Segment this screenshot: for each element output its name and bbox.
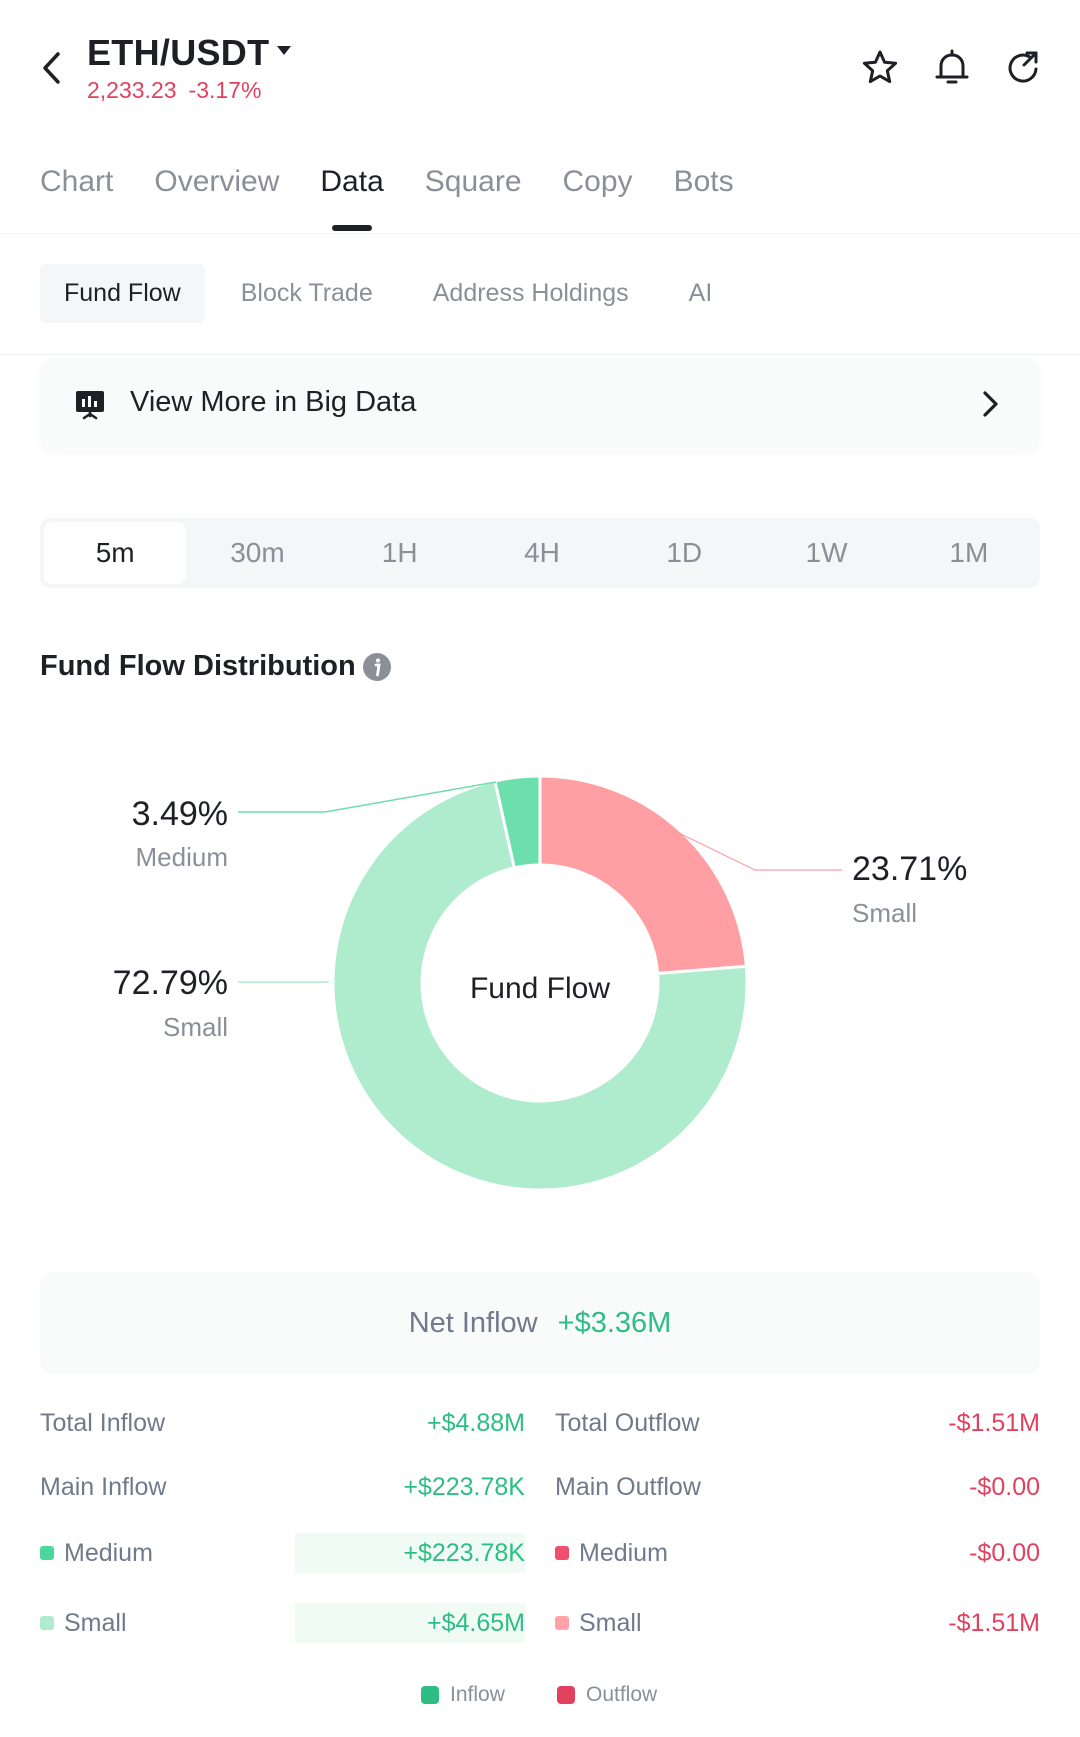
label-small-inflow-name: Small xyxy=(162,1012,228,1042)
net-inflow-value: +$3.36M xyxy=(557,1306,672,1339)
legend-outflow-label: Outflow xyxy=(586,1683,658,1706)
label-medium-inflow-name: Medium xyxy=(135,842,228,872)
range-5m[interactable]: 5m xyxy=(44,522,187,584)
label-small-outflow-pct: 23.71% xyxy=(852,850,968,888)
small-outflow-label: Small xyxy=(579,1609,642,1637)
medium-outflow-label: Medium xyxy=(579,1539,668,1567)
medium-inflow-label: Medium xyxy=(64,1539,153,1567)
tab-data[interactable]: Data xyxy=(320,165,384,231)
star-icon[interactable] xyxy=(860,48,900,88)
small-inflow-bar xyxy=(295,1603,525,1643)
pair-price: 2,233.23 -3.17% xyxy=(87,77,273,104)
label-small-inflow-pct: 72.79% xyxy=(112,964,228,1002)
presentation-chart-icon xyxy=(74,388,106,420)
medium-inflow-value: +$223.78K xyxy=(403,1539,525,1567)
bell-icon[interactable] xyxy=(932,48,972,88)
tab-chart[interactable]: Chart xyxy=(40,165,114,198)
back-icon[interactable] xyxy=(38,48,66,88)
range-1w[interactable]: 1W xyxy=(805,537,848,568)
last-price: 2,233.23 xyxy=(87,77,177,103)
big-data-banner[interactable]: View More in Big Data xyxy=(40,358,1040,450)
range-1h[interactable]: 1H xyxy=(381,537,418,568)
range-1d[interactable]: 1D xyxy=(666,537,703,568)
medium-outflow-value: -$0.00 xyxy=(969,1539,1040,1567)
leader-line-medium-inflow xyxy=(238,781,497,813)
main-outflow-label: Main Outflow xyxy=(555,1473,701,1501)
total-inflow-label: Total Inflow xyxy=(40,1409,166,1437)
subtab-ai[interactable]: AI xyxy=(688,279,713,307)
main-inflow-label: Main Inflow xyxy=(40,1473,167,1501)
chevron-right-icon xyxy=(978,388,1002,420)
sub-tabs: Fund Flow Block Trade Address Holdings A… xyxy=(40,264,748,323)
caret-down-icon[interactable] xyxy=(275,44,293,58)
small-inflow-label: Small xyxy=(64,1609,127,1637)
pair-title[interactable]: ETH/USDT xyxy=(87,32,270,73)
total-outflow-label: Total Outflow xyxy=(555,1409,700,1437)
divider xyxy=(0,354,1080,355)
tab-square[interactable]: Square xyxy=(424,165,522,198)
medium-inflow-bar xyxy=(295,1533,525,1573)
small-outflow-dot xyxy=(555,1616,569,1630)
legend-inflow-swatch xyxy=(421,1686,439,1704)
donut-segment-small-inflow[interactable] xyxy=(331,779,749,1192)
small-outflow-value: -$1.51M xyxy=(948,1609,1040,1637)
label-medium-inflow-pct: 3.49% xyxy=(131,795,228,833)
time-range-selector: 5m 30m 1H 4H 1D 1W 1M xyxy=(40,518,1040,588)
tab-bots[interactable]: Bots xyxy=(673,165,734,198)
subtab-block-trade[interactable]: Block Trade xyxy=(240,279,373,307)
small-inflow-value: +$4.65M xyxy=(427,1609,525,1637)
tab-copy[interactable]: Copy xyxy=(562,165,633,198)
donut-center-label: Fund Flow xyxy=(470,972,610,1005)
leader-line-small-outflow xyxy=(676,831,842,871)
range-1m[interactable]: 1M xyxy=(949,537,989,568)
info-icon[interactable] xyxy=(362,652,392,682)
small-inflow-dot xyxy=(40,1616,54,1630)
divider xyxy=(0,233,1080,234)
medium-outflow-dot xyxy=(555,1546,569,1560)
total-inflow-value: +$4.88M xyxy=(427,1409,525,1437)
share-icon[interactable] xyxy=(1003,48,1043,88)
tab-overview[interactable]: Overview xyxy=(154,165,280,198)
main-inflow-value: +$223.78K xyxy=(403,1473,525,1501)
donut-segment-small-outflow[interactable] xyxy=(538,774,748,976)
subtab-address-holdings[interactable]: Address Holdings xyxy=(432,279,629,307)
price-change: -3.17% xyxy=(188,77,262,103)
banner-text: View More in Big Data xyxy=(130,386,417,418)
legend-inflow-label: Inflow xyxy=(450,1683,505,1706)
main-tabs: Chart Overview Data Square Copy Bots xyxy=(40,165,775,231)
legend-outflow-swatch xyxy=(557,1686,575,1704)
subtab-fund-flow[interactable]: Fund Flow xyxy=(40,264,205,323)
net-inflow-label: Net Inflow xyxy=(408,1306,538,1339)
donut-segment-medium-inflow[interactable] xyxy=(493,774,542,870)
fund-flow-donut-chart: Fund Flow xyxy=(238,774,842,1192)
range-30m[interactable]: 30m xyxy=(230,537,285,568)
range-4h[interactable]: 4H xyxy=(524,537,560,568)
section-title: Fund Flow Distribution xyxy=(40,650,356,682)
medium-inflow-dot xyxy=(40,1546,54,1560)
main-outflow-value: -$0.00 xyxy=(969,1473,1040,1501)
net-inflow-box: Net Inflow +$3.36M xyxy=(40,1272,1040,1374)
label-small-outflow-name: Small xyxy=(852,898,918,928)
total-outflow-value: -$1.51M xyxy=(948,1409,1040,1437)
